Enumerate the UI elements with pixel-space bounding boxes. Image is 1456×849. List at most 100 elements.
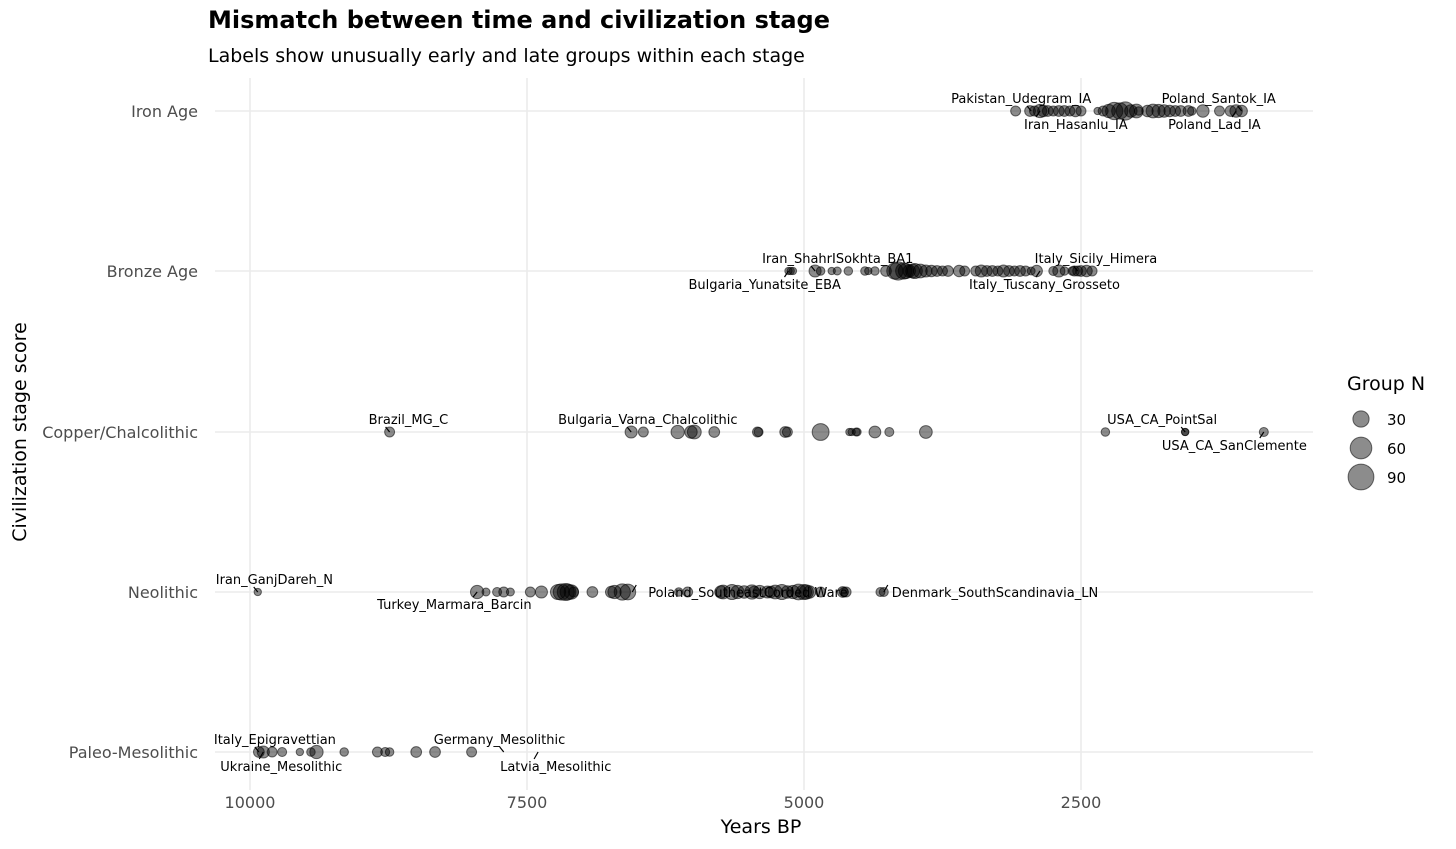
point-neolithic-14 bbox=[586, 586, 599, 598]
point-neolithic-13 bbox=[568, 586, 580, 598]
point-copper-chalcolithic-9 bbox=[779, 426, 792, 438]
label-denmark-southscandinavia-ln: Denmark_SouthScandinavia_LN bbox=[892, 586, 1098, 601]
point-bronze-age-19 bbox=[912, 263, 928, 279]
point-paleo-mesolithic-6 bbox=[309, 744, 324, 760]
x-tick-label-10000: 10000 bbox=[225, 793, 276, 812]
data-points bbox=[253, 101, 1269, 760]
point-copper-chalcolithic-10 bbox=[781, 426, 793, 438]
label-italy-tuscany-grosseto: Italy_Tuscany_Grosseto bbox=[969, 278, 1120, 293]
point-copper-chalcolithic-17 bbox=[884, 426, 895, 438]
point-neolithic-25 bbox=[737, 585, 751, 599]
point-iron-age-15 bbox=[1105, 101, 1124, 121]
label-italy-epigravettian: Italy_Epigravettian bbox=[214, 733, 336, 748]
leader-bulgaria-varna-chalcolithic bbox=[626, 426, 632, 433]
point-neolithic-28 bbox=[752, 584, 767, 600]
y-tick-label-copper-chalcolithic: Copper/Chalcolithic bbox=[42, 423, 198, 442]
label-iran-hasanlu-ia: Iran_Hasanlu_IA bbox=[1024, 118, 1128, 133]
x-tick-label-5000: 5000 bbox=[784, 793, 825, 812]
point-neolithic-29 bbox=[760, 585, 774, 599]
point-neolithic-33 bbox=[780, 585, 795, 599]
point-copper-chalcolithic-5 bbox=[686, 424, 702, 440]
point-neolithic-4 bbox=[498, 586, 510, 598]
legend-items: 30 60 90 bbox=[1347, 410, 1406, 491]
y-tick-label-paleo-mesolithic: Paleo-Mesolithic bbox=[69, 743, 198, 762]
point-iron-age-22 bbox=[1145, 103, 1161, 119]
point-paleo-mesolithic-13 bbox=[466, 746, 478, 758]
legend-key-30 bbox=[1352, 410, 1370, 428]
point-bronze-age-31 bbox=[992, 265, 1004, 277]
point-paleo-mesolithic-4 bbox=[295, 747, 305, 757]
label-bulgaria-varna-chalcolithic: Bulgaria_Varna_Chalcolithic bbox=[558, 413, 737, 428]
leader-brazil-mg-c bbox=[385, 426, 391, 433]
label-turkey-marmara-barcin: Turkey_Marmara_Barcin bbox=[376, 598, 532, 613]
leader-italy-tuscany-grosseto bbox=[1035, 270, 1041, 278]
leader-iran-shahrisokhta-ba1 bbox=[810, 265, 816, 272]
leader-poland-southeastcorded-ware bbox=[631, 584, 637, 593]
point-neolithic-39 bbox=[815, 586, 827, 598]
legend-label-90: 90 bbox=[1387, 469, 1406, 487]
grid-lines bbox=[215, 78, 1313, 790]
leader-italy-sicily-himera bbox=[1073, 265, 1079, 272]
point-paleo-mesolithic-12 bbox=[429, 746, 441, 758]
point-iron-age-16 bbox=[1111, 102, 1129, 120]
point-iron-age-1 bbox=[1024, 105, 1036, 117]
point-copper-chalcolithic-18 bbox=[919, 425, 933, 439]
point-neolithic-34 bbox=[785, 584, 801, 600]
point-bronze-age-47 bbox=[1086, 265, 1098, 277]
point-copper-chalcolithic-15 bbox=[852, 427, 862, 437]
chart-subtitle: Labels show unusually early and late gro… bbox=[208, 45, 805, 67]
point-neolithic-32 bbox=[773, 583, 790, 601]
point-neolithic-31 bbox=[767, 584, 783, 600]
point-bronze-age-4 bbox=[815, 266, 826, 276]
point-neolithic-11 bbox=[559, 583, 577, 601]
point-neolithic-35 bbox=[790, 583, 807, 601]
leader-usa-ca-sanclemente bbox=[1259, 431, 1265, 439]
legend-label-60: 60 bbox=[1387, 440, 1406, 458]
point-iron-age-18 bbox=[1124, 104, 1138, 118]
point-bronze-age-26 bbox=[959, 265, 971, 277]
leader-iran-hasanlu-ia bbox=[1035, 110, 1041, 118]
point-paleo-mesolithic-7 bbox=[339, 747, 349, 757]
point-iron-age-21 bbox=[1141, 104, 1154, 118]
point-neolithic-23 bbox=[723, 583, 741, 601]
point-bronze-age-11 bbox=[880, 265, 892, 277]
point-bronze-age-7 bbox=[843, 266, 854, 276]
point-neolithic-22 bbox=[715, 584, 731, 600]
point-iron-age-10 bbox=[1069, 104, 1082, 118]
x-tick-label-2500: 2500 bbox=[1061, 793, 1102, 812]
point-paleo-mesolithic-8 bbox=[371, 746, 383, 758]
y-tick-label-bronze-age: Bronze Age bbox=[107, 262, 198, 281]
point-bronze-age-35 bbox=[1014, 265, 1026, 277]
y-tick-label-iron-age: Iron Age bbox=[131, 102, 198, 121]
point-bronze-age-2 bbox=[788, 266, 798, 276]
point-neolithic-20 bbox=[682, 586, 694, 598]
leader-denmark-southscandinavia-ln bbox=[883, 584, 889, 593]
leader-turkey-marmara-barcin bbox=[472, 591, 478, 598]
point-iron-age-28 bbox=[1182, 105, 1195, 117]
point-copper-chalcolithic-19 bbox=[1100, 427, 1111, 437]
chart-title: Mismatch between time and civilization s… bbox=[208, 6, 830, 34]
legend-title: Group N bbox=[1347, 373, 1425, 395]
point-neolithic-6 bbox=[524, 586, 536, 598]
legend-key-60 bbox=[1349, 436, 1373, 460]
point-bronze-age-39 bbox=[1048, 265, 1059, 277]
point-paleo-mesolithic-11 bbox=[410, 746, 423, 758]
point-iron-age-0 bbox=[1010, 105, 1022, 117]
point-neolithic-26 bbox=[744, 584, 760, 600]
point-neolithic-43 bbox=[875, 586, 886, 598]
point-copper-chalcolithic-16 bbox=[868, 425, 882, 439]
label-brazil-mg-c: Brazil_MG_C bbox=[369, 413, 449, 428]
point-neolithic-2 bbox=[481, 587, 491, 597]
point-neolithic-17 bbox=[613, 583, 631, 601]
label-poland-lad-ia: Poland_Lad_IA bbox=[1168, 118, 1261, 133]
legend-label-30: 30 bbox=[1387, 411, 1406, 429]
label-poland-southeastcorded-ware: Poland_SoutheastCorded Ware bbox=[648, 586, 847, 601]
label-usa-ca-pointsal: USA_CA_PointSal bbox=[1107, 413, 1217, 428]
point-paleo-mesolithic-3 bbox=[277, 746, 288, 758]
x-axis-title: Years BP bbox=[720, 816, 802, 838]
point-paleo-mesolithic-2 bbox=[266, 746, 278, 758]
y-axis-title: Civilization stage score bbox=[9, 322, 31, 542]
point-bronze-age-25 bbox=[952, 264, 966, 278]
point-neolithic-5 bbox=[505, 587, 515, 597]
